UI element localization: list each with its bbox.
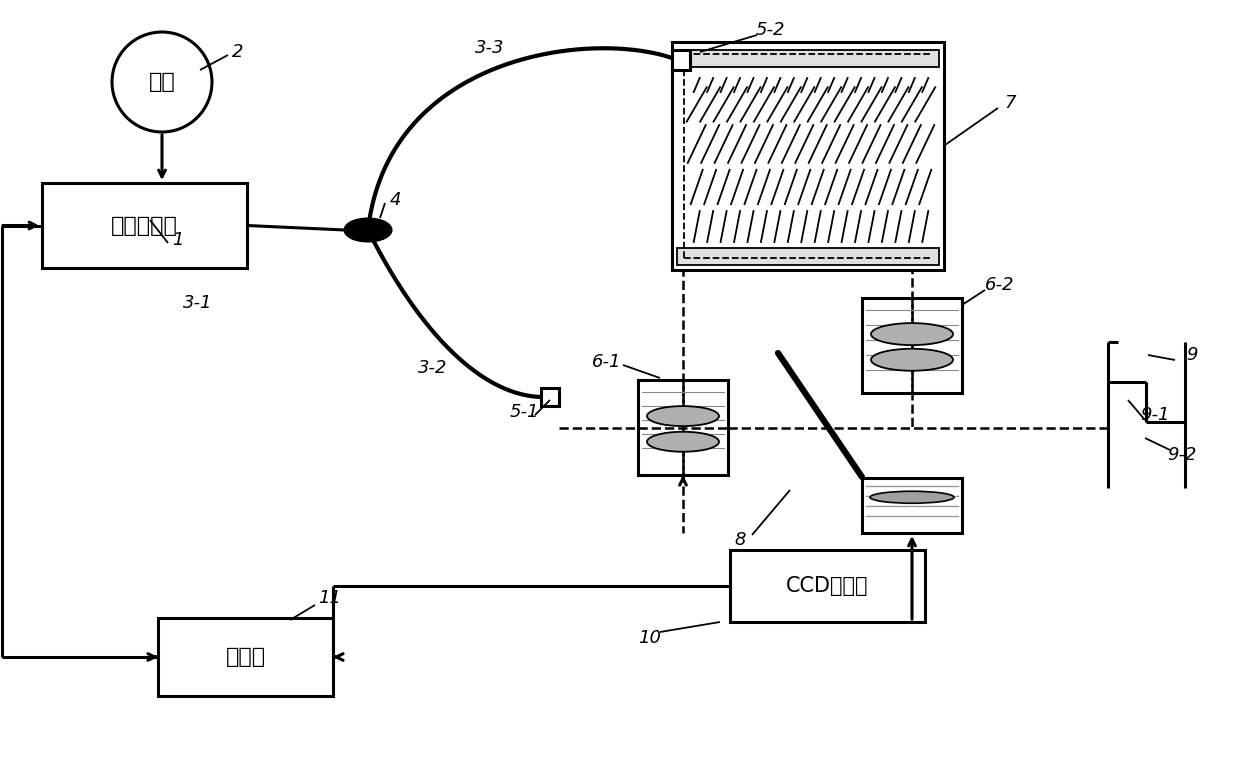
Text: 计算机: 计算机: [225, 647, 265, 667]
Text: 9: 9: [1186, 346, 1198, 364]
Text: 11: 11: [318, 589, 342, 607]
Text: 9-1: 9-1: [1140, 406, 1170, 424]
Text: 7: 7: [1005, 94, 1016, 112]
Ellipse shape: [647, 406, 719, 426]
Ellipse shape: [871, 323, 953, 345]
Bar: [672, 42, 944, 270]
Text: 飞秒光频梳: 飞秒光频梳: [112, 215, 178, 235]
Circle shape: [112, 32, 212, 132]
Bar: [42, 183, 247, 268]
Bar: [676, 248, 939, 265]
Bar: [862, 298, 961, 393]
Text: 4: 4: [389, 191, 400, 209]
Ellipse shape: [647, 432, 719, 452]
Bar: [672, 50, 690, 70]
Ellipse shape: [870, 491, 954, 503]
Bar: [862, 478, 961, 533]
Text: 5-1: 5-1: [509, 403, 539, 421]
Text: 10: 10: [638, 629, 662, 647]
Bar: [541, 388, 559, 406]
Text: 3-2: 3-2: [419, 359, 447, 377]
Text: 6-1: 6-1: [592, 353, 622, 371]
Bar: [159, 618, 333, 696]
Text: 5-2: 5-2: [756, 21, 784, 39]
Text: 2: 2: [232, 43, 244, 61]
Ellipse shape: [871, 349, 953, 371]
Bar: [638, 380, 729, 475]
Bar: [676, 50, 939, 67]
Text: 3-3: 3-3: [476, 39, 504, 57]
Text: CCD探测器: CCD探测器: [787, 576, 869, 596]
Text: 铷钟: 铷钟: [149, 72, 176, 92]
Ellipse shape: [344, 219, 392, 241]
Text: 8: 8: [735, 531, 746, 549]
Text: 6-2: 6-2: [985, 276, 1015, 294]
Bar: [730, 550, 926, 622]
Text: 3-1: 3-1: [183, 294, 213, 312]
Text: 9-2: 9-2: [1167, 446, 1197, 464]
Text: 1: 1: [172, 231, 183, 249]
